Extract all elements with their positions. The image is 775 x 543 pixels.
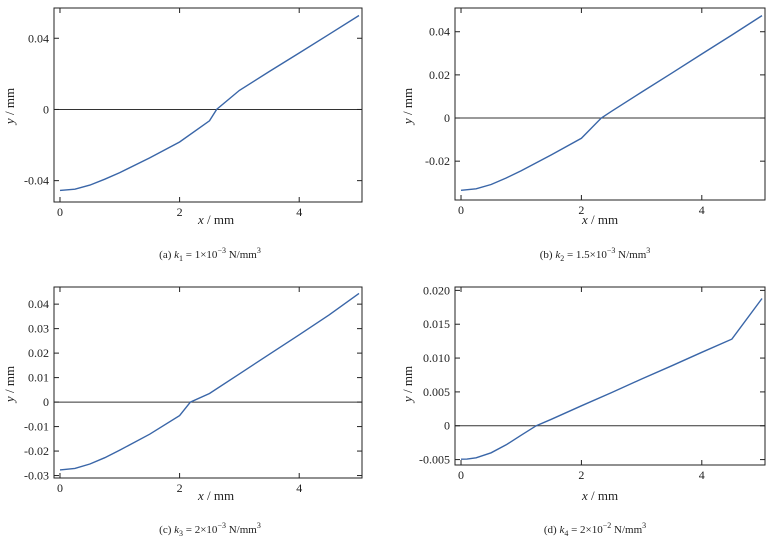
chart-panel-3: 0 2 4 -0.03 -0.02 -0.01 0 0.01 0.02 0.03 0.04 x / m… <box>2 286 363 538</box>
y-tick-label: 0.01 <box>28 371 49 385</box>
x-axis-title: x / mm <box>581 212 618 227</box>
x-tick-label: 2 <box>578 468 584 482</box>
y-tick-label: 0 <box>444 419 450 433</box>
x-tick-label: 0 <box>57 205 63 219</box>
y-tick-label: 0.010 <box>423 351 450 365</box>
x-tick-label: 0 <box>57 481 63 495</box>
y-tick-label: -0.01 <box>24 420 49 434</box>
chart-panel-1: 0 2 4 -0.04 0 0.04 x / mm y / mm (a) k1 = 1×10−3… <box>2 7 363 263</box>
y-axis-title: y / mm <box>2 366 17 404</box>
x-tick-label: 2 <box>177 481 183 495</box>
series-line <box>460 298 763 460</box>
y-tick-label: -0.03 <box>24 469 49 483</box>
plot-frame <box>53 286 363 479</box>
chart-panel-4: 0 2 4 -0.005 0 0.005 0.010 0.015 0.020 x / mm y / … <box>400 283 766 538</box>
plot-frame <box>454 286 766 466</box>
y-tick-label: 0.04 <box>28 297 49 311</box>
y-tick-label: 0.04 <box>429 25 450 39</box>
x-tick-label: 4 <box>699 203 705 217</box>
x-tick-label: 4 <box>296 481 302 495</box>
y-tick-label: 0.02 <box>429 68 450 82</box>
x-tick-label: 0 <box>458 203 464 217</box>
y-axis-title: y / mm <box>400 88 415 126</box>
y-axis-title: y / mm <box>400 366 415 404</box>
y-tick-label: 0.02 <box>28 346 49 360</box>
panel-caption: (a) k1 = 1×10−3 N/mm3 <box>159 246 261 263</box>
y-tick-label: -0.005 <box>419 453 450 467</box>
y-tick-label: -0.04 <box>24 174 49 188</box>
x-tick-label: 4 <box>699 468 705 482</box>
x-axis-title: x / mm <box>197 488 234 503</box>
y-tick-label: 0 <box>43 395 49 409</box>
x-tick-label: 0 <box>458 468 464 482</box>
plot-frame <box>454 7 766 201</box>
chart-panel-2: 0 2 4 -0.02 0 0.02 0.04 x / mm y / mm (b) k2 = 1.… <box>400 7 766 263</box>
x-tick-label: 4 <box>296 205 302 219</box>
x-tick-label: 2 <box>177 205 183 219</box>
series-line <box>460 15 763 191</box>
series-line <box>59 14 360 192</box>
x-axis-title: x / mm <box>581 488 618 503</box>
x-axis-title: x / mm <box>197 212 234 227</box>
y-tick-label: 0 <box>43 102 49 116</box>
plot-frame <box>53 7 363 203</box>
panel-caption: (c) k3 = 2×10−3 N/mm3 <box>159 521 261 538</box>
y-tick-label: 0.015 <box>423 317 450 331</box>
y-tick-label: 0.005 <box>423 385 450 399</box>
y-tick-label: -0.02 <box>425 154 450 168</box>
x-tick-label: 2 <box>578 203 584 217</box>
y-tick-label: 0.04 <box>28 31 49 45</box>
panel-caption: (d) k4 = 2×10−2 N/mm3 <box>544 521 646 538</box>
series-line <box>59 292 360 471</box>
y-tick-label: 0 <box>444 111 450 125</box>
y-tick-label: 0.03 <box>28 322 49 336</box>
y-tick-label: -0.02 <box>24 444 49 458</box>
panel-caption: (b) k2 = 1.5×10−3 N/mm3 <box>540 246 651 263</box>
y-tick-label: 0.020 <box>423 283 450 297</box>
y-axis-title: y / mm <box>2 88 17 126</box>
